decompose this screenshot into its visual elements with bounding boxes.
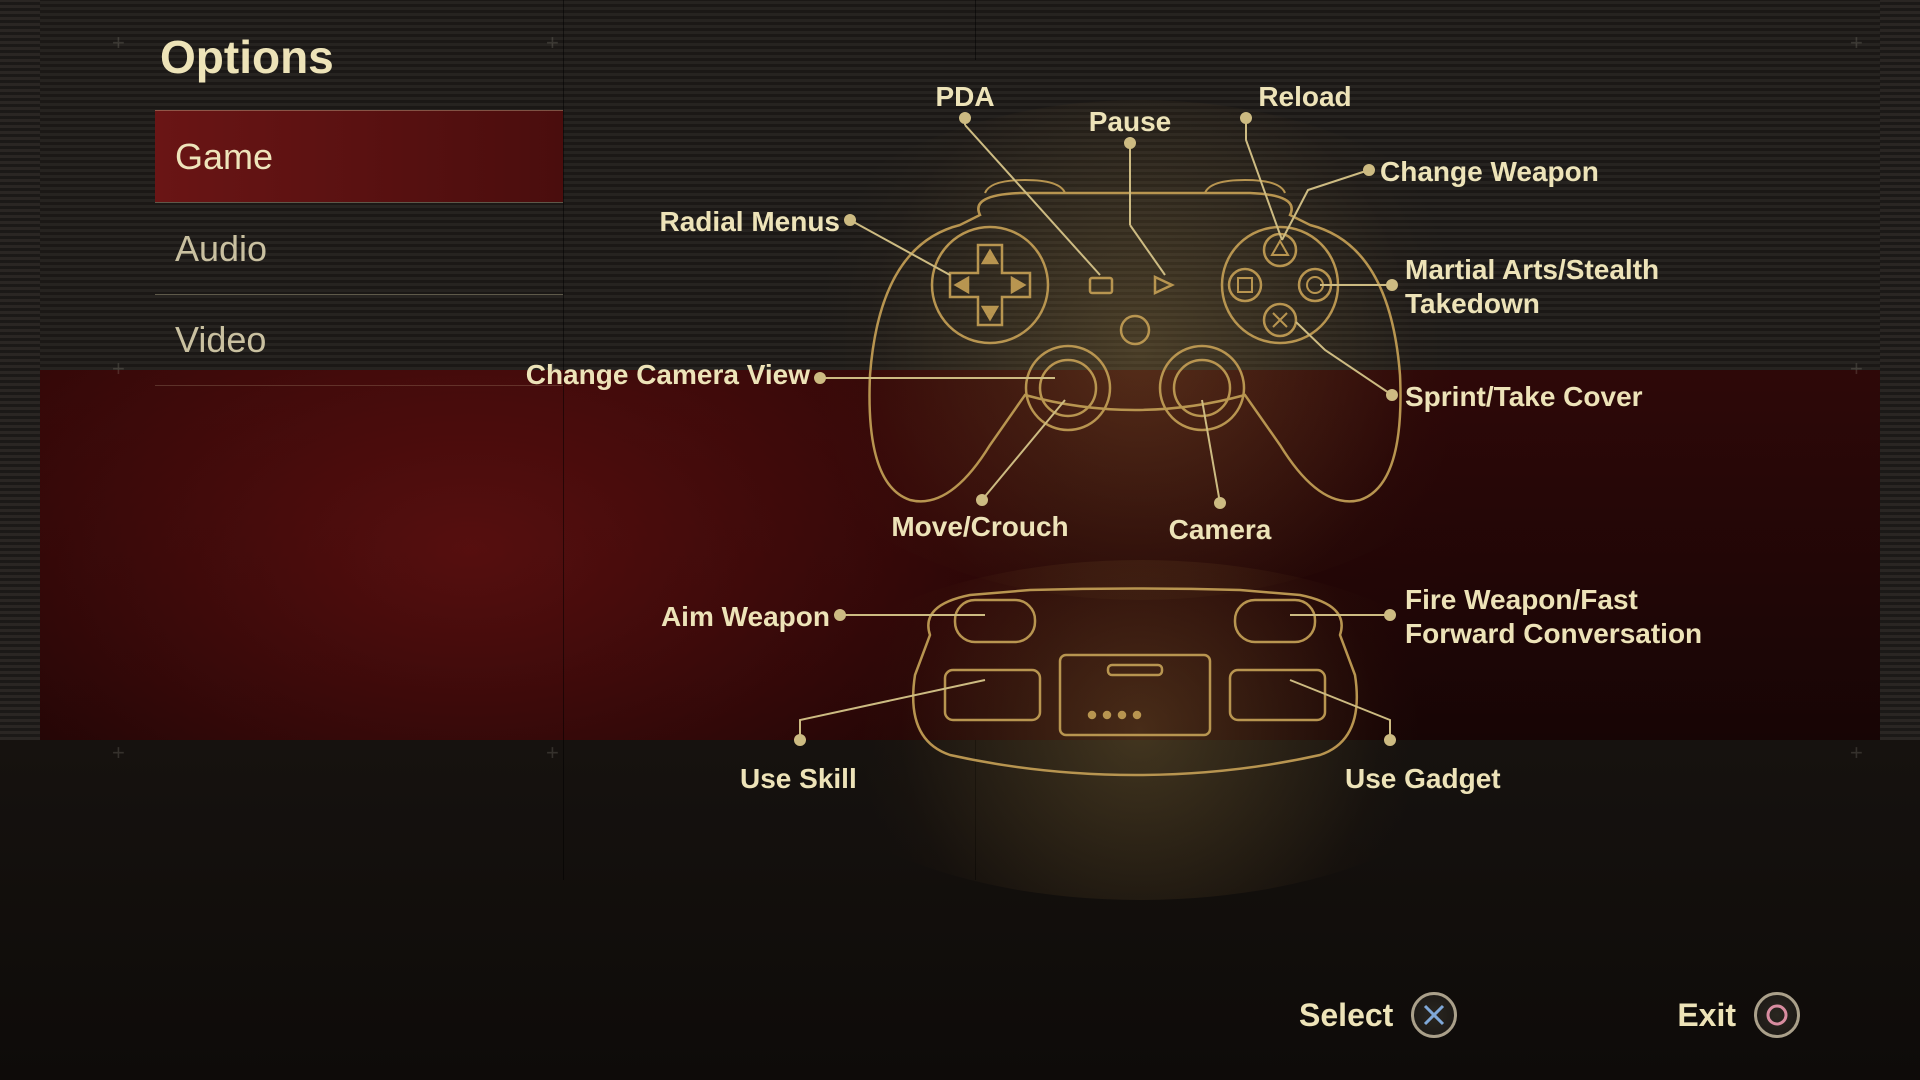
- menu-item-video[interactable]: Video: [155, 294, 563, 386]
- plus-decoration: +: [1850, 740, 1863, 766]
- plus-decoration: +: [1850, 356, 1863, 382]
- screen: + + + + + + + + + Options Game Audio Vid…: [0, 0, 1920, 1080]
- callout-lines: [570, 60, 1820, 860]
- divider: [975, 0, 976, 60]
- menu-item-label: Video: [175, 319, 266, 361]
- divider: [563, 0, 564, 880]
- plus-decoration: +: [546, 30, 559, 56]
- circle-icon[interactable]: [1754, 992, 1800, 1038]
- controller-diagram: PDA Pause Reload Change Weapon Radial Me…: [570, 60, 1820, 860]
- menu-item-audio[interactable]: Audio: [155, 202, 563, 294]
- menu-item-label: Game: [175, 136, 273, 178]
- plus-decoration: +: [112, 740, 125, 766]
- side-strip-right: [1880, 0, 1920, 740]
- page-title: Options: [160, 30, 334, 84]
- plus-decoration: +: [546, 740, 559, 766]
- plus-decoration: +: [112, 30, 125, 56]
- menu-item-label: Audio: [175, 228, 267, 270]
- side-strip-left: [0, 0, 40, 740]
- prompt-exit: Exit: [1677, 992, 1800, 1038]
- footer-prompts: Select Exit: [0, 950, 1920, 1080]
- prompt-select: Select: [1299, 992, 1457, 1038]
- plus-decoration: +: [112, 356, 125, 382]
- menu-item-game[interactable]: Game: [155, 110, 563, 202]
- plus-decoration: +: [1850, 30, 1863, 56]
- prompt-label: Select: [1299, 997, 1393, 1034]
- cross-icon[interactable]: [1411, 992, 1457, 1038]
- prompt-label: Exit: [1677, 997, 1736, 1034]
- options-menu: Game Audio Video: [155, 110, 563, 386]
